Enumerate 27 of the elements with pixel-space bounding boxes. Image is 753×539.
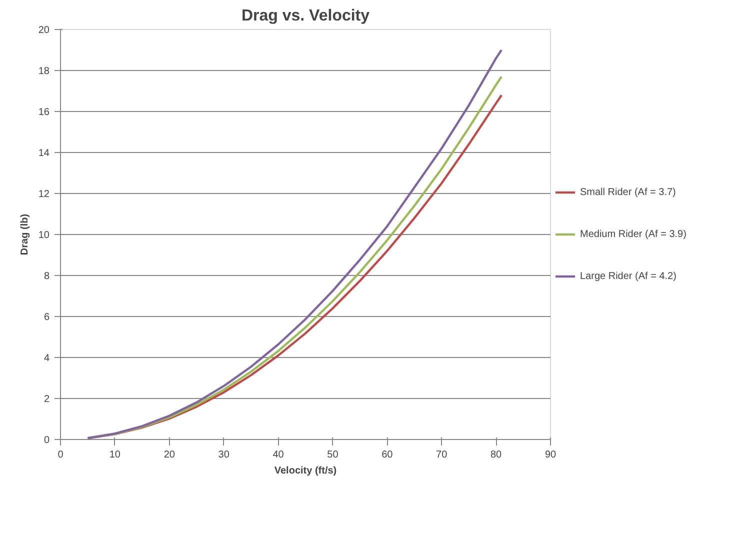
x-axis-title: Velocity (ft/s) [274,466,337,476]
y-tick-label: 14 [38,148,50,159]
x-tick-label: 90 [544,450,556,460]
x-tick-label: 70 [436,450,448,460]
y-tick-label: 16 [38,107,50,118]
x-tick-label: 80 [490,450,502,460]
x-tick-label: 10 [109,450,121,460]
legend-label: Medium Rider (Af = 3.9) [580,228,686,240]
chart-title: Drag vs. Velocity [241,8,370,24]
legend-label: Small Rider (Af = 3.7) [580,186,676,198]
y-tick-label: 20 [38,25,50,36]
x-tick-label: 40 [272,450,284,460]
y-tick-label: 6 [44,312,50,323]
x-tick-label: 20 [164,450,176,460]
x-tick-label: 60 [382,450,394,460]
y-tick-label: 4 [44,353,50,364]
y-axis-title: Drag (lb) [19,214,30,256]
y-tick-label: 2 [44,394,50,405]
x-tick-label: 30 [218,450,230,460]
y-tick-label: 0 [44,435,50,446]
x-tick-label: 0 [58,450,64,460]
y-tick-label: 10 [38,230,50,241]
legend-label: Large Rider (Af = 4.2) [580,270,676,282]
x-tick-label: 50 [327,450,339,460]
y-tick-label: 18 [38,66,50,77]
y-tick-label: 12 [38,189,50,200]
y-tick-label: 8 [44,271,50,282]
